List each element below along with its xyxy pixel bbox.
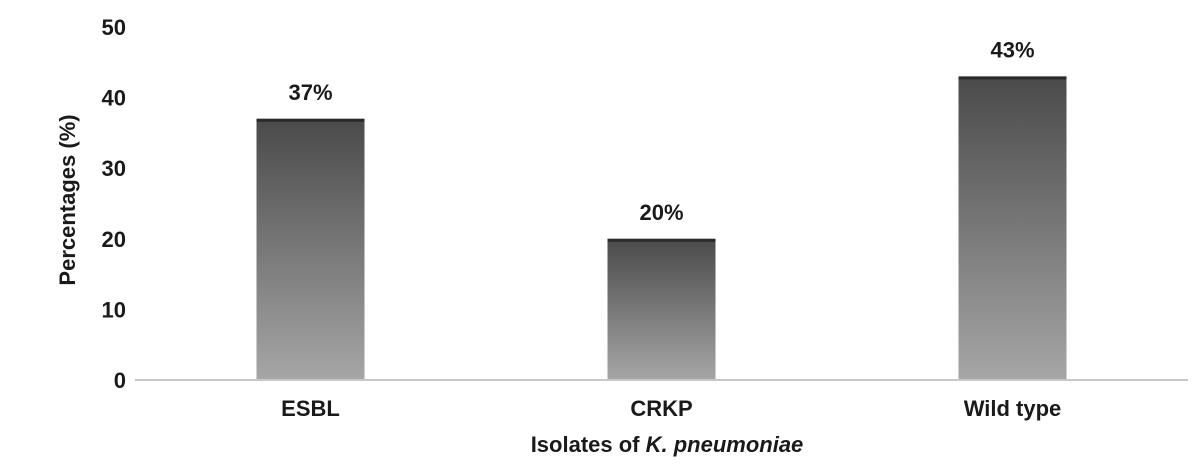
bar-top-edge	[607, 238, 716, 242]
x-category-label: Wild type	[964, 396, 1062, 421]
bar-data-labels: 37% 20% 43%	[288, 37, 1034, 224]
x-axis-category-labels: ESBL CRKP Wild type	[281, 396, 1061, 421]
x-axis-title: Isolates of K. pneumoniae	[531, 432, 804, 457]
y-tick-label: 10	[102, 297, 126, 322]
y-tick-label: 0	[114, 368, 126, 393]
bar-value-label: 43%	[990, 37, 1034, 62]
y-tick-label: 30	[102, 156, 126, 181]
y-axis-ticks: 0 10 20 30 40 50	[102, 15, 126, 393]
x-category-label: ESBL	[281, 396, 340, 421]
bar-top-edge	[256, 118, 365, 122]
x-axis-title-species: K. pneumoniae	[646, 432, 804, 457]
y-tick-label: 40	[102, 86, 126, 111]
x-category-label: CRKP	[630, 396, 692, 421]
y-tick-label: 20	[102, 227, 126, 252]
bar-top-edge	[958, 76, 1067, 80]
y-tick-label: 50	[102, 15, 126, 40]
y-axis-title: Percentages (%)	[55, 114, 80, 285]
bars	[256, 76, 1067, 381]
bar	[607, 238, 716, 380]
bar	[256, 118, 365, 380]
bar-value-label: 20%	[639, 200, 683, 225]
x-axis-title-prefix: Isolates of	[531, 432, 646, 457]
bar-value-label: 37%	[288, 80, 332, 105]
bar	[958, 76, 1067, 381]
